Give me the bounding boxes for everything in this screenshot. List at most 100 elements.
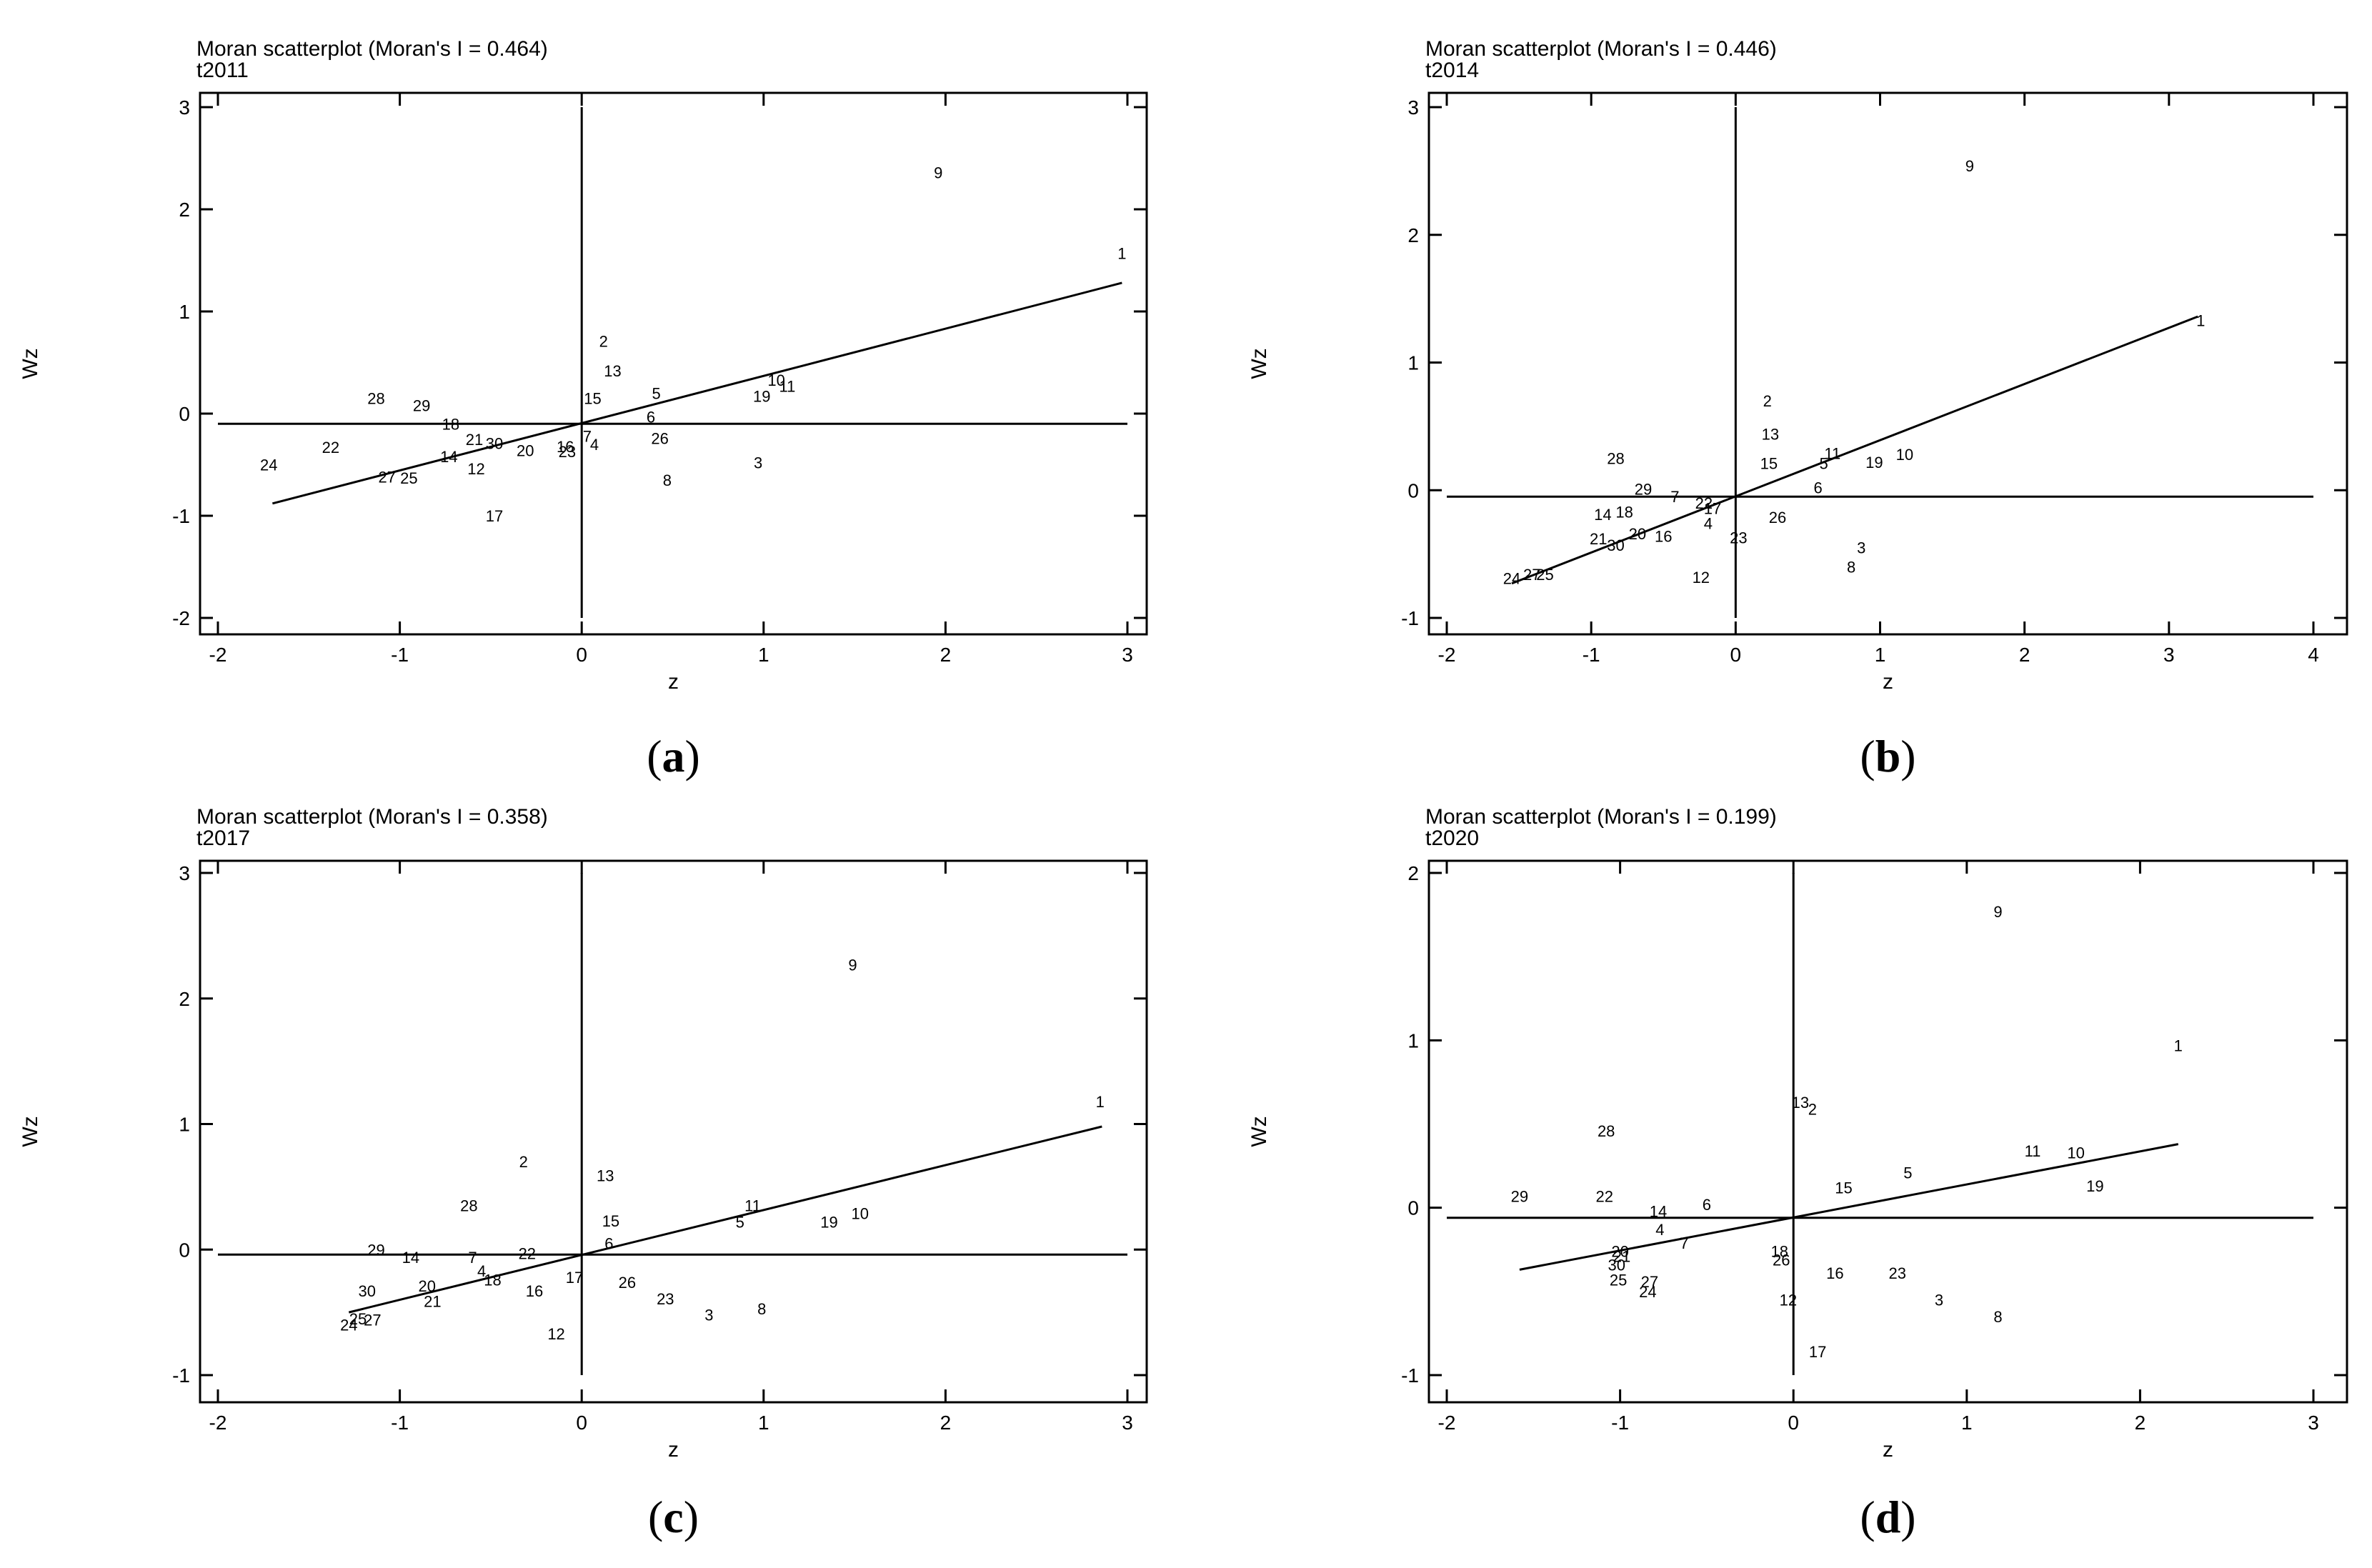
point-label-9: 9	[1993, 903, 2002, 921]
y-tick-label: 1	[1407, 352, 1419, 374]
point-label-6: 6	[647, 408, 655, 426]
point-label-23: 23	[1730, 529, 1747, 546]
point-label-11: 11	[779, 377, 795, 395]
point-label-21: 21	[1613, 1248, 1630, 1266]
x-tick-label: 1	[758, 1412, 769, 1434]
x-tick-label: 0	[576, 644, 587, 666]
x-tick-label: 3	[2163, 644, 2175, 666]
point-label-28: 28	[367, 390, 384, 408]
point-label-18: 18	[442, 415, 459, 433]
point-label-13: 13	[1792, 1094, 1809, 1112]
point-label-19: 19	[753, 388, 770, 406]
y-tick-label: -1	[172, 1364, 190, 1387]
point-label-10: 10	[2067, 1144, 2084, 1162]
point-label-13: 13	[597, 1167, 614, 1185]
y-tick-label: -1	[1401, 607, 1419, 629]
point-label-15: 15	[602, 1212, 619, 1230]
point-label-23: 23	[657, 1290, 674, 1308]
point-label-6: 6	[1813, 479, 1822, 497]
regression-line	[1511, 315, 2198, 585]
y-tick-label: 3	[1407, 96, 1419, 119]
point-label-10: 10	[1896, 446, 1913, 464]
point-label-6: 6	[604, 1234, 613, 1252]
chart-subtitle: t2020	[1425, 827, 1479, 850]
point-label-17: 17	[486, 507, 503, 525]
point-label-17: 17	[1704, 499, 1721, 517]
chart-title: Moran scatterplot (Moran's I = 0.199)	[1425, 805, 1777, 829]
x-tick-label: 2	[2135, 1412, 2146, 1434]
point-label-27: 27	[1641, 1273, 1658, 1291]
plot-frame	[199, 859, 1148, 1404]
x-tick-label: -2	[1438, 1412, 1456, 1434]
point-label-26: 26	[651, 429, 668, 447]
point-label-29: 29	[367, 1241, 384, 1259]
x-tick-label: 4	[2308, 644, 2319, 666]
y-tick-label: 1	[179, 301, 190, 323]
point-label-21: 21	[1590, 530, 1607, 548]
x-tick-label: 2	[940, 1412, 952, 1434]
point-label-15: 15	[584, 390, 601, 408]
x-tick-label: -2	[1438, 644, 1456, 666]
regression-line	[272, 281, 1122, 505]
x-tick-label: 2	[2019, 644, 2030, 666]
point-label-27: 27	[364, 1312, 381, 1329]
point-label-18: 18	[1615, 504, 1633, 521]
y-tick-label: 0	[179, 403, 190, 425]
x-tick-label: 1	[1961, 1412, 1973, 1434]
panel-a: Moran scatterplot (Moran's I = 0.464)t20…	[19, 37, 1148, 781]
point-label-22: 22	[322, 439, 339, 456]
point-label-12: 12	[467, 460, 484, 478]
point-label-24: 24	[260, 456, 277, 474]
point-label-16: 16	[1655, 528, 1672, 546]
y-tick-label: 1	[179, 1114, 190, 1136]
point-label-4: 4	[477, 1262, 486, 1280]
point-label-1: 1	[2174, 1037, 2183, 1054]
point-label-26: 26	[1773, 1251, 1790, 1269]
point-label-20: 20	[517, 441, 534, 459]
point-label-11: 11	[1824, 444, 1840, 462]
point-label-24: 24	[340, 1317, 357, 1334]
point-label-25: 25	[1610, 1271, 1627, 1289]
point-label-30: 30	[359, 1282, 376, 1300]
panel-d: Moran scatterplot (Moran's I = 0.199)t20…	[1247, 805, 2348, 1542]
x-tick-label: 1	[758, 644, 769, 666]
x-tick-label: 0	[576, 1412, 587, 1434]
point-label-11: 11	[744, 1197, 761, 1215]
point-label-5: 5	[1820, 455, 1828, 473]
chart-subtitle: t2017	[196, 827, 250, 850]
y-axis-label: Wz	[1247, 1116, 1271, 1147]
point-label-1: 1	[2196, 312, 2205, 330]
chart-subtitle: t2011	[196, 59, 249, 82]
x-tick-label: 3	[2308, 1412, 2319, 1434]
x-tick-label: -2	[209, 644, 227, 666]
point-label-8: 8	[757, 1300, 766, 1318]
x-tick-label: -1	[1583, 644, 1600, 666]
point-label-24: 24	[1639, 1283, 1656, 1301]
point-label-22: 22	[1695, 494, 1713, 512]
y-tick-label: 2	[1407, 224, 1419, 246]
plot-frame	[1427, 91, 2348, 636]
y-tick-label: 1	[1407, 1029, 1419, 1052]
y-tick-label: 3	[179, 96, 190, 119]
point-label-5: 5	[736, 1214, 744, 1232]
point-label-19: 19	[1865, 454, 1883, 471]
point-label-6: 6	[1703, 1196, 1711, 1214]
point-label-23: 23	[1889, 1264, 1906, 1282]
point-label-27: 27	[379, 469, 396, 486]
point-label-3: 3	[704, 1307, 713, 1324]
point-label-9: 9	[934, 164, 942, 182]
point-label-18: 18	[1771, 1243, 1788, 1261]
point-label-7: 7	[1680, 1234, 1688, 1252]
point-label-2: 2	[1808, 1100, 1817, 1118]
point-label-2: 2	[599, 332, 608, 350]
point-label-16: 16	[526, 1282, 543, 1300]
panel-c: Moran scatterplot (Moran's I = 0.358)t20…	[19, 805, 1148, 1542]
point-label-7: 7	[1670, 488, 1679, 506]
x-tick-label: -1	[391, 1412, 409, 1434]
point-label-25: 25	[400, 469, 417, 487]
point-label-4: 4	[1655, 1221, 1664, 1239]
chart-title: Moran scatterplot (Moran's I = 0.464)	[196, 37, 548, 61]
panel-label: (c)	[648, 1492, 699, 1542]
y-tick-label: 0	[1407, 479, 1419, 501]
point-label-1: 1	[1117, 244, 1126, 262]
